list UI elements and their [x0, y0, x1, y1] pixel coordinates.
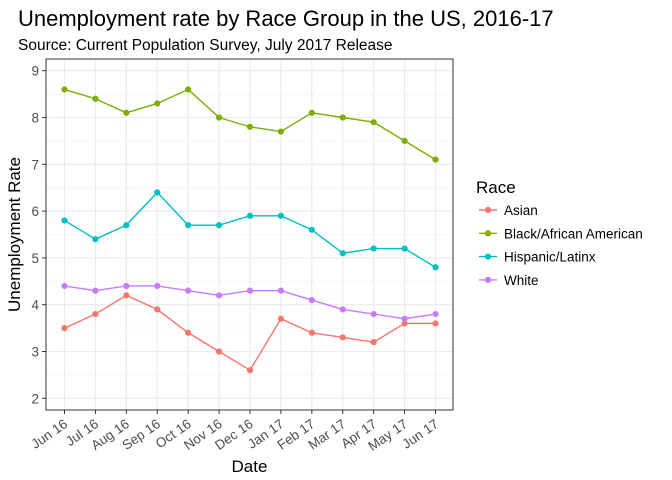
point-hispanic-latinx	[370, 245, 377, 252]
point-hispanic-latinx	[246, 212, 254, 219]
point-hispanic-latinx	[185, 222, 192, 229]
point-asian	[154, 306, 161, 313]
point-asian	[432, 320, 439, 327]
legend: Race Asian Black/African American Hispanic…	[476, 178, 643, 288]
point-white	[61, 282, 68, 290]
x-axis-title: Date	[232, 457, 268, 476]
y-tick-label: 2	[31, 391, 39, 406]
chart-subtitle: Source: Current Population Survey, July …	[18, 37, 393, 54]
point-hispanic-latinx	[277, 212, 285, 219]
point-white	[154, 282, 161, 290]
point-asian	[370, 339, 377, 346]
point-black-african-american	[92, 95, 99, 102]
point-asian	[246, 367, 254, 374]
point-black-african-american	[246, 123, 254, 130]
point-black-african-american	[215, 114, 223, 121]
point-white	[246, 287, 254, 294]
point-hispanic-latinx	[123, 222, 130, 229]
point-black-african-american	[432, 156, 439, 163]
point-white	[185, 287, 192, 294]
point-white	[308, 296, 315, 304]
point-white	[123, 282, 130, 290]
point-hispanic-latinx	[339, 250, 346, 257]
y-axis-title: Unemployment Rate	[5, 157, 24, 312]
legend-label: Hispanic/Latinx	[504, 250, 596, 265]
x-tick-label: Jun 16	[28, 416, 70, 452]
y-tick-label: 6	[31, 204, 39, 219]
point-black-african-american	[308, 109, 315, 116]
y-tick-label: 8	[31, 111, 39, 126]
point-white	[92, 287, 99, 294]
y-tick-label: 5	[31, 251, 39, 266]
point-white	[370, 310, 377, 318]
point-asian	[277, 315, 285, 322]
legend-label: White	[504, 273, 539, 288]
point-white	[401, 315, 408, 322]
point-white	[432, 310, 439, 318]
point-hispanic-latinx	[432, 264, 439, 271]
y-tick-label: 3	[31, 345, 39, 360]
legend-label: Black/African American	[504, 226, 643, 241]
point-black-african-american	[277, 128, 285, 135]
legend-label: Asian	[504, 203, 538, 218]
point-hispanic-latinx	[154, 189, 161, 196]
point-asian	[308, 329, 315, 336]
series-layer	[61, 86, 439, 374]
legend-key-point	[484, 206, 492, 214]
y-tick-label: 4	[31, 298, 39, 313]
point-black-african-american	[370, 119, 377, 126]
point-hispanic-latinx	[92, 236, 99, 243]
y-tick-label: 7	[31, 157, 39, 172]
y-tick-label: 9	[31, 64, 39, 79]
point-asian	[215, 348, 223, 355]
point-hispanic-latinx	[308, 226, 315, 233]
point-black-african-american	[123, 109, 130, 116]
legend-key-point	[484, 253, 492, 260]
point-black-african-american	[61, 86, 68, 93]
point-black-african-american	[154, 100, 161, 107]
point-hispanic-latinx	[215, 222, 223, 229]
point-white	[215, 292, 223, 299]
point-hispanic-latinx	[61, 217, 68, 224]
point-black-african-american	[401, 137, 408, 144]
point-asian	[123, 292, 130, 299]
grid	[46, 59, 453, 410]
point-hispanic-latinx	[401, 245, 408, 252]
point-black-african-american	[185, 86, 192, 93]
point-asian	[339, 334, 346, 341]
chart-title: Unemployment rate by Race Group in the U…	[18, 6, 554, 31]
point-black-african-american	[339, 114, 346, 121]
legend-title: Race	[476, 178, 516, 197]
point-asian	[92, 310, 99, 318]
legend-key-point	[484, 276, 492, 283]
point-asian	[401, 320, 408, 327]
x-tick-label: Jun 17	[399, 416, 441, 452]
point-white	[277, 287, 285, 294]
point-asian	[61, 325, 68, 332]
point-asian	[185, 329, 192, 336]
legend-key-point	[484, 230, 492, 237]
point-white	[339, 306, 346, 313]
